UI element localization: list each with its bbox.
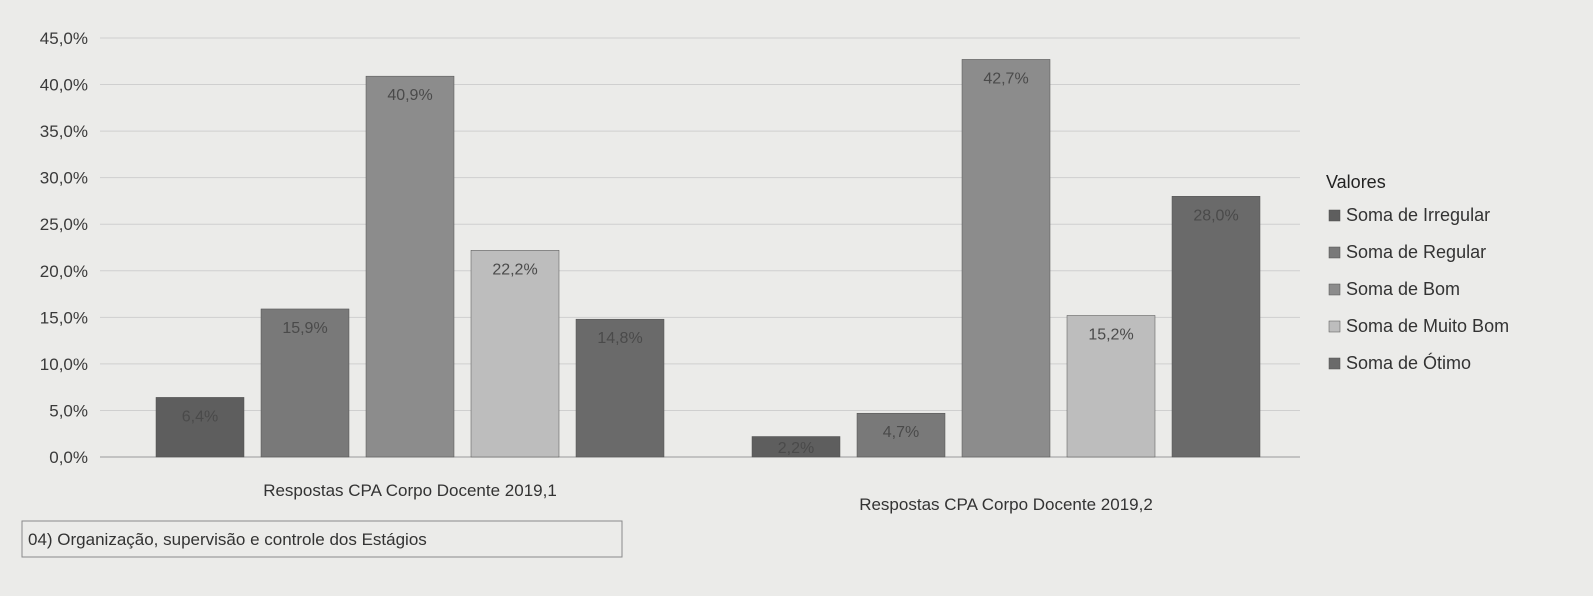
data-label: 4,7% (883, 424, 919, 441)
legend-label: Soma de Regular (1346, 242, 1486, 262)
data-label: 28,0% (1193, 207, 1238, 224)
legend-items: Soma de Irregular Soma de Regular Soma de … (1328, 205, 1509, 373)
y-axis-ticks: 0,0% 5,0% 10,0% 15,0% 20,0% 25,0% 30,0% 35,0% 40… (40, 29, 88, 467)
bar (961, 59, 1051, 458)
legend-title: Valores (1326, 172, 1386, 192)
y-tick-label: 15,0% (40, 308, 88, 327)
legend-swatch (1328, 357, 1341, 370)
legend-label: Soma de Muito Bom (1346, 316, 1509, 336)
category-labels: Respostas CPA Corpo Docente 2019,1 Respos… (263, 481, 1153, 514)
legend-swatch (1328, 209, 1341, 222)
y-tick-label: 35,0% (40, 122, 88, 141)
legend-label: Soma de Ótimo (1346, 352, 1471, 373)
bar (751, 436, 841, 458)
y-tick-label: 0,0% (49, 448, 88, 467)
bar (260, 308, 350, 458)
legend: Valores Soma de Irregular Soma de Regular… (1326, 172, 1509, 373)
legend-swatch (1328, 246, 1341, 259)
bar (856, 412, 946, 458)
data-label: 15,2% (1088, 326, 1133, 343)
bar (155, 397, 245, 458)
data-label: 42,7% (983, 70, 1028, 87)
bar (470, 250, 560, 458)
report-filter-label: 04) Organização, supervisão e controle d… (28, 530, 427, 549)
category-label: Respostas CPA Corpo Docente 2019,1 (263, 481, 557, 500)
y-tick-label: 45,0% (40, 29, 88, 48)
bar (1171, 196, 1261, 458)
data-label: 2,2% (778, 440, 814, 457)
y-tick-label: 10,0% (40, 355, 88, 374)
report-filter[interactable]: 04) Organização, supervisão e controle d… (21, 520, 623, 558)
data-label: 6,4% (182, 408, 218, 425)
y-tick-label: 30,0% (40, 169, 88, 188)
report-filter-box[interactable] (21, 520, 623, 558)
y-tick-label: 5,0% (49, 401, 88, 420)
bars (155, 59, 1261, 458)
bar (365, 75, 455, 458)
data-labels: 6,4% 15,9% 40,9% 22,2% 14,8% 2,2% 4,7% 42,7% 15,… (182, 70, 1239, 456)
data-label: 40,9% (387, 87, 432, 104)
legend-swatch (1328, 320, 1341, 333)
data-label: 22,2% (492, 261, 537, 278)
y-tick-label: 40,0% (40, 76, 88, 95)
data-label: 15,9% (282, 320, 327, 337)
legend-label: Soma de Irregular (1346, 205, 1490, 225)
y-tick-label: 20,0% (40, 262, 88, 281)
y-tick-label: 25,0% (40, 215, 88, 234)
bar (1066, 315, 1156, 458)
data-label: 14,8% (597, 330, 642, 347)
bar (575, 318, 665, 458)
category-label: Respostas CPA Corpo Docente 2019,2 (859, 495, 1153, 514)
legend-label: Soma de Bom (1346, 279, 1460, 299)
legend-swatch (1328, 283, 1341, 296)
